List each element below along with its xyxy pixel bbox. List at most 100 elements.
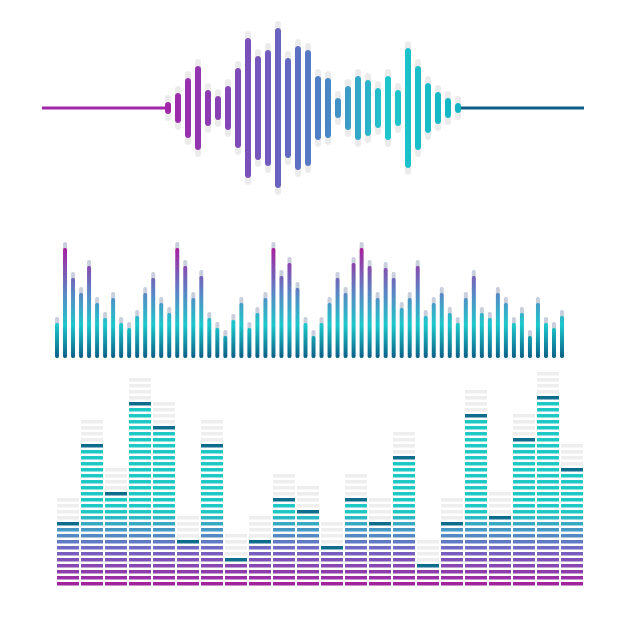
- ghost-cap: [335, 272, 340, 280]
- segment: [177, 570, 199, 574]
- ghost-segment: [441, 510, 463, 514]
- wave-bar: [365, 80, 371, 136]
- segment: [153, 492, 175, 496]
- segment: [537, 558, 559, 562]
- wave-bar: [405, 48, 411, 168]
- wave-bar: [315, 76, 321, 140]
- segment: [201, 576, 223, 580]
- wave-bar: [375, 88, 381, 128]
- ghost-cap: [239, 297, 244, 305]
- segment: [153, 438, 175, 442]
- segment: [81, 528, 103, 532]
- segment: [393, 522, 415, 526]
- segment: [537, 432, 559, 436]
- segment: [465, 480, 487, 484]
- ghost-cap: [303, 317, 308, 325]
- segment: [537, 456, 559, 460]
- ghost-cap: [63, 242, 68, 250]
- ghost-cap: [279, 270, 284, 278]
- meter-column: [465, 390, 487, 586]
- meter-column: [153, 402, 175, 586]
- ghost-segment: [297, 504, 319, 508]
- segment: [369, 528, 391, 532]
- segment: [129, 498, 151, 502]
- segment: [441, 540, 463, 544]
- segment: [153, 504, 175, 508]
- segment: [345, 570, 367, 574]
- segment: [393, 576, 415, 580]
- ghost-segment: [177, 528, 199, 532]
- ghost-segment: [345, 474, 367, 478]
- segment: [393, 492, 415, 496]
- segment: [297, 522, 319, 526]
- segment: [537, 438, 559, 442]
- segment: [465, 498, 487, 502]
- eq-bar: [535, 303, 540, 358]
- ghost-segment: [153, 408, 175, 412]
- segment: [465, 558, 487, 562]
- ghost-segment: [465, 396, 487, 400]
- ghost-cap: [399, 302, 404, 310]
- segment: [369, 570, 391, 574]
- eq-bar: [271, 248, 276, 358]
- eq-bar: [263, 298, 268, 358]
- segment: [561, 534, 583, 538]
- wave-bar: [435, 92, 441, 124]
- segment: [81, 558, 103, 562]
- segment: [57, 552, 79, 556]
- ghost-cap: [407, 292, 412, 300]
- segment: [273, 528, 295, 532]
- segment: [297, 570, 319, 574]
- ghost-cap: [479, 307, 484, 315]
- segment: [153, 498, 175, 502]
- meter-column: [321, 522, 343, 586]
- segment: [321, 552, 343, 556]
- ghost-segment: [81, 438, 103, 442]
- segment: [513, 534, 535, 538]
- eq-bar: [231, 320, 236, 358]
- ghost-segment: [561, 456, 583, 460]
- segment: [513, 582, 535, 586]
- segment: [321, 576, 343, 580]
- segment: [81, 444, 103, 448]
- segment: [561, 492, 583, 496]
- segment: [537, 468, 559, 472]
- segment: [153, 456, 175, 460]
- eq-bar: [495, 293, 500, 358]
- ghost-segment: [81, 420, 103, 424]
- ghost-segment: [369, 498, 391, 502]
- eq-bar: [351, 263, 356, 358]
- segment: [537, 522, 559, 526]
- segment: [561, 582, 583, 586]
- ghost-cap: [119, 317, 124, 325]
- segment: [81, 486, 103, 490]
- ghost-segment: [297, 498, 319, 502]
- eq-bar: [159, 303, 164, 358]
- segment: [105, 510, 127, 514]
- segment: [561, 510, 583, 514]
- meter-column: [393, 432, 415, 586]
- segment: [393, 540, 415, 544]
- segment: [393, 534, 415, 538]
- segment: [537, 546, 559, 550]
- segment: [513, 570, 535, 574]
- eq-bar: [447, 313, 452, 358]
- ghost-segment: [297, 486, 319, 490]
- segment: [273, 504, 295, 508]
- eq-bar: [191, 298, 196, 358]
- eq-bar: [287, 263, 292, 358]
- segment: [369, 552, 391, 556]
- segment: [345, 546, 367, 550]
- segment: [129, 576, 151, 580]
- segment: [297, 528, 319, 532]
- wave-bar: [425, 83, 431, 133]
- wave-bar: [355, 76, 361, 140]
- segment: [441, 546, 463, 550]
- segment: [441, 558, 463, 562]
- segment: [489, 540, 511, 544]
- ghost-segment: [441, 498, 463, 502]
- segment: [345, 504, 367, 508]
- segment: [177, 540, 199, 544]
- segment: [153, 522, 175, 526]
- segment: [153, 564, 175, 568]
